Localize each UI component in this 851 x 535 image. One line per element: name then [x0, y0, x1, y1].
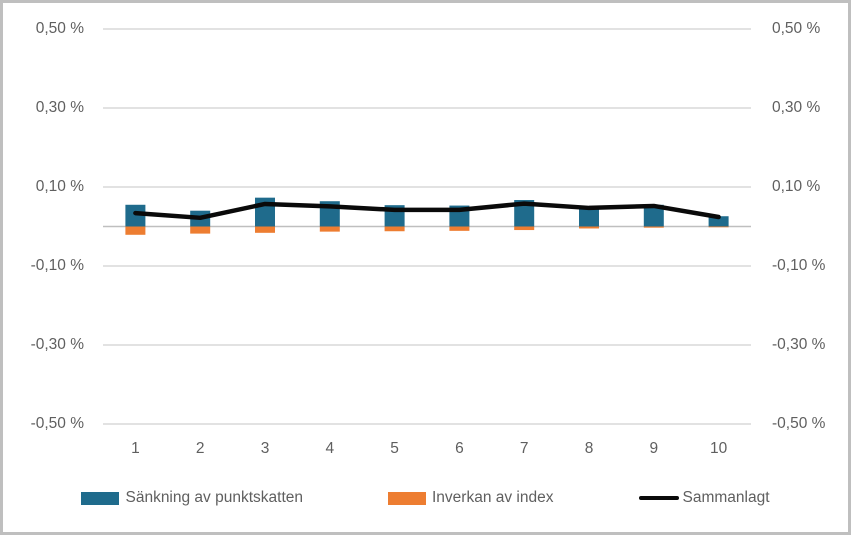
x-axis-tick-label: 5	[390, 440, 399, 457]
bar-inverkan-av-index	[384, 226, 405, 232]
bar-inverkan-av-index	[255, 226, 275, 233]
y-axis-right-tick-label: -0,30 %	[772, 336, 826, 353]
y-axis-right-tick-label: 0,10 %	[772, 178, 821, 195]
bar-inverkan-av-index	[125, 226, 146, 235]
legend-label-sankning: Sänkning av punktskatten	[125, 489, 303, 506]
plot-area	[103, 28, 751, 425]
x-axis-tick-label: 10	[709, 440, 728, 457]
bar-inverkan-av-index	[319, 226, 340, 232]
bar-inverkan-av-index	[579, 226, 599, 229]
y-axis-right-tick-label: -0,50 %	[772, 415, 826, 432]
x-axis-tick-label: 9	[649, 440, 659, 457]
bar-inverkan-av-index	[190, 226, 211, 234]
legend-label-sammanlagt: Sammanlagt	[682, 489, 770, 506]
legend-label-inverkan: Inverkan av index	[432, 489, 554, 506]
y-axis-left-tick-label: -0,30 %	[30, 336, 84, 353]
y-axis-left-tick-label: -0,50 %	[30, 415, 84, 432]
y-axis-left-tick-label: 0,10 %	[35, 178, 84, 195]
bar-s-nkning-av-punktskatten	[125, 204, 146, 227]
bar-s-nkning-av-punktskatten	[708, 216, 729, 227]
bar-inverkan-av-index	[514, 226, 535, 231]
y-axis-right-tick-label: -0,10 %	[772, 257, 826, 274]
bar-s-nkning-av-punktskatten	[579, 205, 599, 227]
legend-item-sankning: Sänkning av punktskatten	[81, 489, 303, 507]
x-axis-tick-label: 3	[260, 440, 270, 457]
y-axis-left-tick-label: 0,30 %	[35, 99, 84, 116]
x-axis-tick-label: 4	[325, 440, 335, 457]
x-axis-tick-label: 6	[455, 440, 464, 457]
bar-s-nkning-av-punktskatten	[643, 204, 664, 227]
sammanlagt-line-icon	[638, 495, 679, 501]
bar-inverkan-av-index	[643, 226, 664, 228]
y-axis-right-tick-label: 0,50 %	[772, 20, 821, 37]
sammanlagt-line	[133, 201, 721, 221]
bar-inverkan-av-index	[708, 226, 729, 228]
bar-s-nkning-av-punktskatten	[514, 200, 535, 227]
legend-item-sammanlagt: Sammanlagt	[638, 489, 770, 507]
y-axis-left-tick-label: -0,10 %	[30, 257, 84, 274]
legend: Sänkning av punktskatten Inverkan av ind…	[3, 489, 848, 507]
bar-inverkan-av-index	[449, 226, 470, 231]
x-axis-tick-label: 2	[195, 440, 205, 457]
legend-item-inverkan: Inverkan av index	[388, 489, 554, 507]
sankning-swatch-icon	[81, 491, 120, 505]
x-axis-tick-label: 8	[584, 440, 594, 457]
y-axis-left-tick-label: 0,50 %	[35, 20, 84, 37]
x-axis-tick-label: 1	[131, 440, 140, 457]
x-axis-tick-label: 7	[519, 440, 529, 457]
inverkan-swatch-icon	[388, 491, 426, 505]
y-axis-right-tick-label: 0,30 %	[772, 99, 821, 116]
